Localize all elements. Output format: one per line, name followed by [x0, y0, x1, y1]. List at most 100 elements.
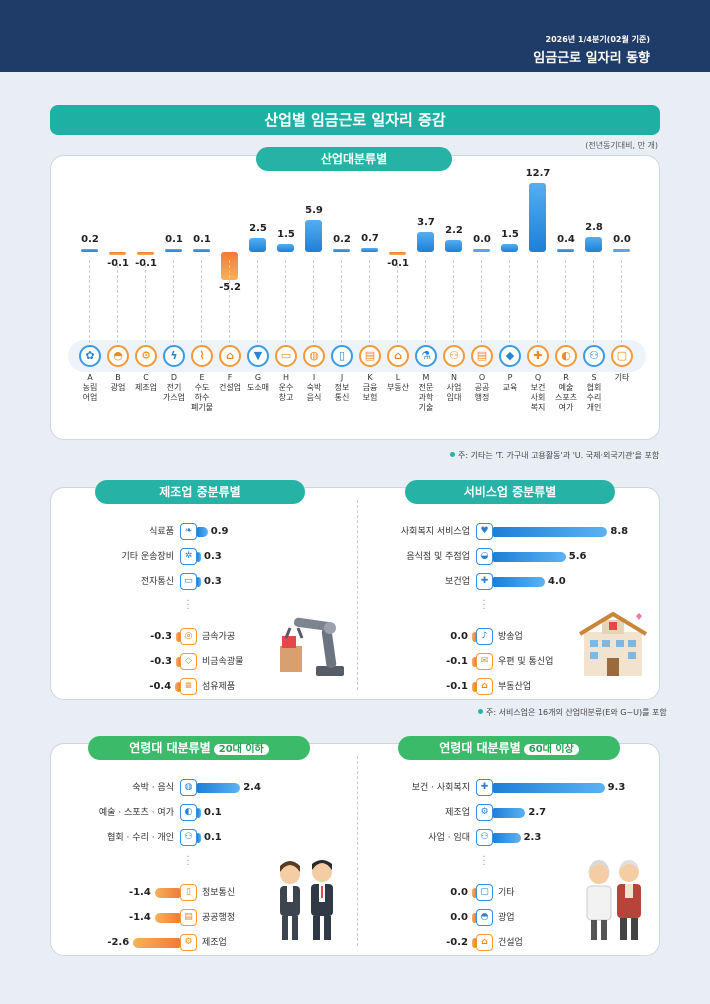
h-bar — [472, 888, 476, 898]
industry-category-label: O 공공 행정 — [474, 373, 490, 402]
h-bar — [493, 783, 605, 793]
category-label: 광업 — [498, 913, 515, 923]
lightning-icon: ϟ — [163, 345, 185, 367]
category-label: 제조업 — [445, 808, 470, 818]
industry-value-label: 2.5 — [249, 223, 267, 235]
dish-icon: ◍ — [303, 345, 325, 367]
industry-bar — [333, 249, 350, 252]
industry-category-label: R 예술 스포츠 여가 — [554, 373, 578, 412]
h-bar — [197, 783, 241, 793]
house-icon: ⌂ — [387, 345, 409, 367]
industry-category-label: Q 보건 사회 복지 — [530, 373, 546, 412]
industry-bar — [361, 248, 378, 252]
h-bar — [472, 938, 476, 948]
value-label: -2.6 — [107, 937, 130, 948]
h-bar — [197, 527, 208, 537]
industry-bar — [277, 243, 294, 252]
industry-guide-line — [257, 260, 258, 343]
value-label: -0.3 — [150, 631, 172, 642]
category-label: 비금속광물 — [202, 657, 244, 667]
industry-guide-line — [537, 260, 538, 343]
h-bar — [472, 657, 476, 667]
industry-value-label: 2.8 — [585, 221, 603, 233]
industry-category-label: 기타 — [614, 373, 630, 382]
people-icon: ⚇ — [443, 345, 465, 367]
industry-category-label: F 건설업 — [218, 373, 242, 392]
category-label: 방송업 — [498, 632, 523, 642]
value-label: 0.1 — [204, 832, 222, 843]
etc-icon: ▢ — [476, 884, 493, 901]
category-label: 기타 — [498, 888, 515, 898]
industry-note: 주: 기타는 'T. 가구내 고용활동'과 'U. 국제·외국기관'을 포함 — [450, 450, 659, 461]
manufacturing-tab: 제조업 중분류별 — [95, 480, 305, 504]
value-label: 0.9 — [210, 526, 229, 537]
industry-category-label: D 전기 가스업 — [162, 373, 186, 402]
industry-guide-line — [425, 260, 426, 343]
h-bar — [493, 833, 521, 843]
h-bar — [197, 577, 201, 587]
category-label: 보건업 — [445, 577, 470, 587]
industry-value-label: -0.1 — [135, 258, 157, 269]
category-label: 전자통신 — [140, 577, 174, 587]
h-bar — [197, 833, 201, 843]
category-label: 보건 · 사회복지 — [411, 783, 470, 793]
industry-guide-line — [621, 260, 622, 343]
medical-bag-icon: ✚ — [527, 345, 549, 367]
food-icon: ❧ — [180, 523, 197, 540]
phone-icon: ▯ — [180, 884, 197, 901]
industry-category-label: M 전문 과학 기술 — [418, 373, 434, 412]
people-icon: ⚇ — [476, 829, 493, 846]
category-label: 사업 · 임대 — [428, 833, 470, 843]
industry-guide-line — [453, 260, 454, 343]
industry-category-label: H 운수 창고 — [278, 373, 294, 402]
metal-icon: ◎ — [180, 628, 197, 645]
robot-arm-illustration — [280, 617, 344, 676]
h-bar — [197, 808, 201, 818]
value-label: -0.1 — [446, 656, 468, 667]
document-icon: ▤ — [471, 345, 493, 367]
value-label: -0.4 — [149, 681, 172, 692]
value-label: 0.3 — [204, 576, 222, 587]
h-bar — [133, 938, 180, 948]
bank-icon: ▤ — [359, 345, 381, 367]
main-title: 산업별 임금근로 일자리 증감 — [50, 105, 660, 135]
h-bar — [154, 888, 180, 898]
age-old-highlight: 60대 이상 — [523, 744, 579, 755]
category-label: 제조업 — [202, 938, 227, 948]
header-subtitle: 2026년 1/4분기(02월 기준) — [545, 35, 651, 44]
industry-value-label: 0.1 — [165, 234, 183, 245]
faucet-icon: ⌇ — [191, 345, 213, 367]
category-label: 협회 · 수리 · 개인 — [107, 833, 174, 843]
basket-icon: ▼ — [247, 345, 269, 367]
industry-guide-line — [341, 260, 342, 343]
truck-icon: ▭ — [275, 345, 297, 367]
industry-guide-line — [369, 260, 370, 343]
header-bar: 2026년 1/4분기(02월 기준) 임금근로 일자리 동향 — [0, 0, 710, 72]
category-label: 숙박 · 음식 — [132, 783, 174, 793]
medical-bag-icon: ✚ — [476, 779, 493, 796]
industry-bar — [389, 252, 406, 255]
industry-value-label: 0.0 — [613, 234, 631, 245]
industry-bar — [193, 249, 210, 252]
industry-category-label: L 부동산 — [386, 373, 410, 392]
value-label: -0.2 — [446, 937, 468, 948]
industry-category-label: K 금융 보험 — [362, 373, 378, 402]
h-bar — [493, 808, 526, 818]
value-label: 9.3 — [607, 782, 626, 793]
category-label: 기타 운송장비 — [121, 552, 174, 562]
microphone-icon: ♪ — [476, 628, 493, 645]
category-label: 금속가공 — [202, 632, 236, 642]
group-icon: ⚇ — [180, 829, 197, 846]
h-bar — [176, 657, 180, 667]
medical-cross-icon: ✚ — [476, 573, 493, 590]
value-label: 0.1 — [204, 807, 222, 818]
industry-category-label: N 사업 임대 — [446, 373, 462, 402]
industry-value-label: 0.0 — [473, 234, 491, 245]
header-title: 임금근로 일자리 동향 — [533, 51, 650, 66]
category-label: 식료품 — [149, 527, 174, 537]
industry-bar — [109, 252, 126, 255]
value-label: 8.8 — [610, 526, 629, 537]
industry-category-label: J 정보 통신 — [334, 373, 350, 402]
industry-guide-line — [397, 260, 398, 343]
h-bar — [197, 552, 201, 562]
